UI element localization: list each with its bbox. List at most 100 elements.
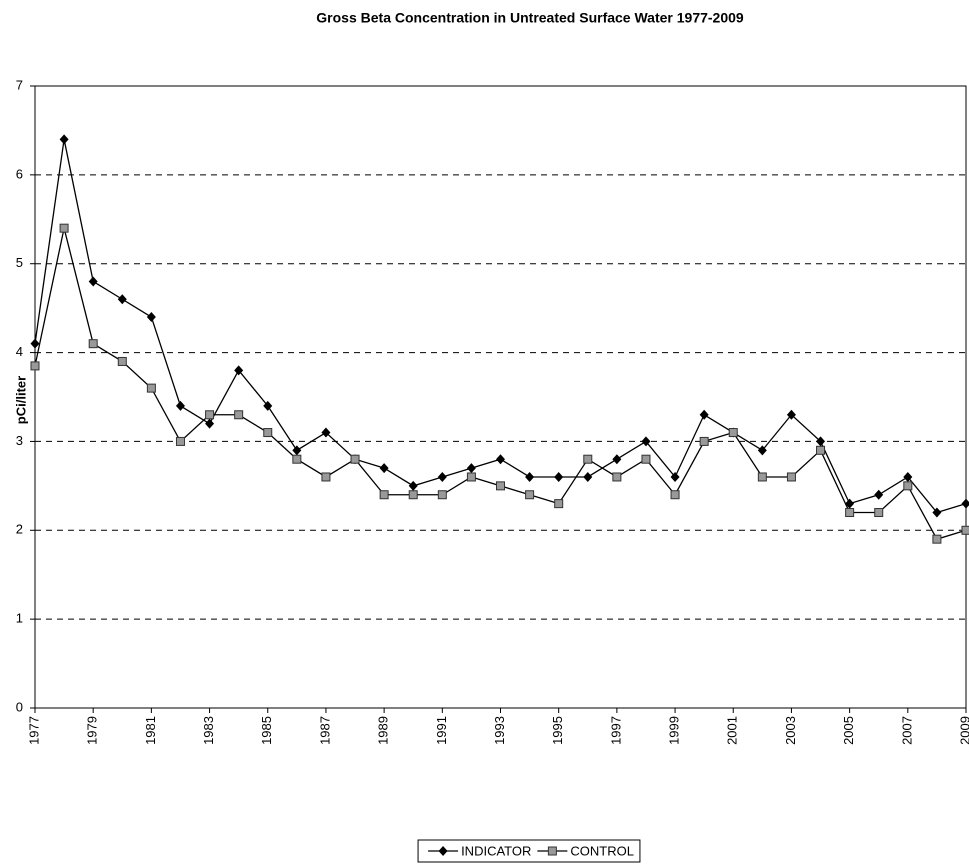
marker [175,436,185,446]
marker [379,463,389,474]
marker [932,507,942,518]
x-tick-label: 1999 [667,716,682,745]
x-tick-label: 1997 [608,716,623,745]
marker [525,471,535,482]
x-tick-label: 2007 [899,716,914,745]
marker [205,410,215,420]
marker [496,481,505,491]
y-axis-title: pCi/liter [13,376,28,424]
marker [59,134,69,145]
legend-box [417,839,641,863]
series-line [34,228,967,540]
x-tick-label: 1987 [317,716,332,745]
marker [728,428,738,438]
marker [321,472,331,482]
marker [816,436,826,447]
marker [408,490,418,500]
marker [263,428,273,438]
legend-label: INDICATOR [461,843,531,858]
marker [699,436,709,446]
x-tick-label: 2003 [783,716,798,745]
x-tick-label: 1983 [201,716,216,745]
marker [903,471,913,482]
chart-title: Gross Beta Concentration in Untreated Su… [316,10,744,26]
x-tick-label: 1981 [143,716,158,745]
marker [466,463,476,474]
marker [816,445,826,455]
marker [30,361,40,371]
marker [408,480,418,491]
x-tick-label: 1989 [376,716,391,745]
x-tick-label: 2005 [841,716,856,745]
marker [641,436,651,447]
marker [583,471,593,482]
marker [612,454,622,465]
marker [525,490,535,500]
marker [205,418,215,429]
marker [786,472,796,482]
legend-marker [547,846,557,856]
marker [30,338,40,349]
marker [786,409,796,420]
y-tick-label: 4 [16,344,23,359]
y-tick-label: 2 [16,522,23,537]
marker [117,294,127,305]
marker [670,490,680,500]
marker [874,508,884,518]
marker [437,490,447,500]
x-tick-label: 1991 [434,716,449,745]
marker [437,471,447,482]
x-tick-label: 2001 [725,716,740,745]
marker [554,471,564,482]
marker [845,498,855,509]
y-tick-label: 6 [16,166,23,181]
marker [117,356,127,366]
y-tick-label: 3 [16,433,23,448]
marker [845,508,855,518]
marker [583,454,593,464]
marker [757,472,767,482]
x-tick-label: 1995 [550,716,565,745]
marker [234,410,244,420]
marker [292,454,302,464]
marker [874,489,884,500]
marker [321,427,331,438]
marker [146,312,156,323]
legend-label: CONTROL [570,843,634,858]
x-tick-label: 2009 [957,716,969,745]
x-tick-label: 1985 [259,716,274,745]
marker [292,445,302,456]
marker [641,454,651,464]
marker [903,481,913,491]
marker [263,400,273,411]
marker [932,534,942,544]
marker [146,383,156,393]
x-tick-label: 1979 [85,716,100,745]
marker [59,223,69,233]
marker [496,454,505,465]
marker [699,409,709,420]
marker [670,471,680,482]
x-tick-label: 1977 [26,716,41,745]
y-tick-label: 0 [16,699,23,714]
marker [88,339,98,349]
marker [554,499,564,509]
x-tick-label: 1993 [492,716,507,745]
marker [88,276,98,287]
plot-frame [34,85,967,709]
marker [961,525,969,535]
marker [175,400,185,411]
marker [466,472,476,482]
y-tick-label: 5 [16,255,23,270]
legend: INDICATOR CONTROL [417,839,641,863]
marker [350,454,360,464]
y-tick-label: 7 [16,77,23,92]
marker [961,498,969,509]
marker [379,490,389,500]
marker [757,445,767,456]
legend-marker [438,846,448,856]
y-tick-label: 1 [16,611,23,626]
marker [612,472,622,482]
marker [234,365,244,376]
